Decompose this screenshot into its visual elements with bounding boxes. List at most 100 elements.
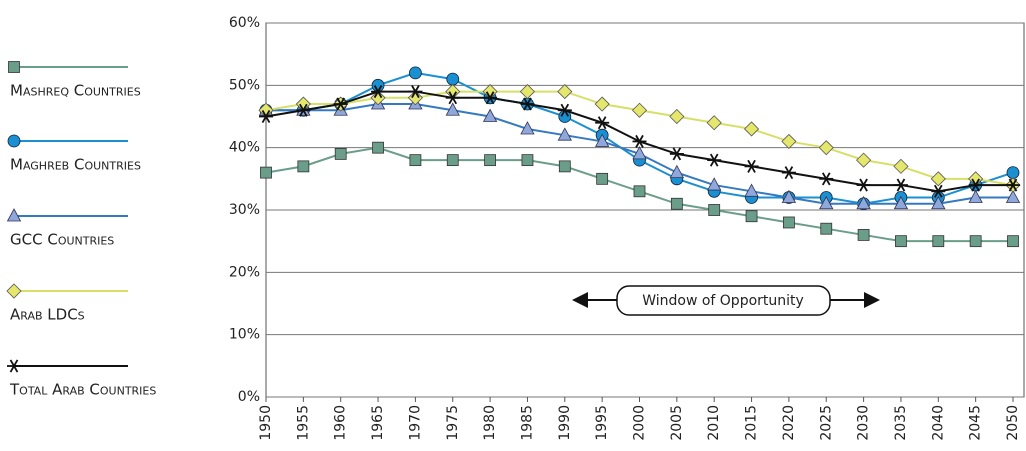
data-point: [333, 97, 348, 111]
x-tick-label: 2030: [856, 405, 872, 441]
asterisk-stroke: [971, 178, 980, 192]
data-point: [781, 133, 797, 149]
data-point: [445, 91, 460, 105]
data-point: [893, 158, 909, 174]
legend-marker: [8, 61, 20, 73]
data-point: [557, 127, 572, 141]
x-tick-label: 1950: [258, 405, 274, 441]
data-point: [260, 166, 272, 179]
arrow-head: [572, 292, 588, 308]
asterisk-stroke: [597, 116, 607, 130]
data-point: [895, 235, 907, 248]
x-tick-label: 1995: [594, 405, 610, 441]
asterisk-stroke: [896, 178, 906, 192]
data-point: [594, 133, 610, 147]
asterisk-stroke: [560, 103, 570, 117]
data-point: [969, 235, 982, 248]
asterisk-stroke: [635, 134, 644, 148]
annotation: Window of Opportunity: [572, 285, 880, 316]
asterisk-stroke: [485, 91, 495, 105]
data-point: [893, 195, 909, 210]
data-point: [594, 96, 610, 112]
asterisk-stroke: [934, 184, 943, 198]
legend-label: GCC Countries: [10, 231, 114, 249]
data-point: [408, 66, 422, 80]
x-tick-label: 2040: [930, 405, 946, 441]
data-point: [446, 72, 460, 86]
x-tick-label: 2020: [781, 405, 797, 441]
data-point: [783, 216, 795, 229]
data-point: [893, 178, 908, 192]
legend-label: Arab LDCs: [10, 306, 85, 324]
data-point: [632, 134, 647, 148]
data-point: [670, 197, 683, 210]
data-point: [407, 90, 423, 106]
data-point: [446, 154, 459, 167]
asterisk-stroke: [784, 166, 794, 180]
data-point: [631, 102, 648, 118]
data-point: [856, 178, 871, 192]
data-point: [371, 85, 386, 99]
annotation-text: Window of Opportunity: [642, 293, 804, 309]
asterisk-stroke: [373, 85, 383, 99]
legend-item: Mashreq Countries: [8, 61, 141, 100]
data-point: [968, 189, 983, 203]
series: [259, 85, 1020, 198]
data-point: [633, 185, 646, 198]
x-tick-label: 1990: [557, 405, 573, 441]
data-point: [707, 177, 722, 191]
data-point: [334, 147, 347, 160]
data-point: [482, 108, 498, 122]
data-point: [669, 147, 684, 161]
x-tick-label: 2035: [893, 405, 909, 441]
asterisk-stroke: [747, 159, 756, 173]
data-point: [856, 195, 871, 210]
data-point: [483, 91, 498, 105]
data-point: [297, 160, 310, 173]
data-point: [596, 172, 609, 185]
data-point: [632, 146, 647, 160]
annotation-box: [616, 285, 831, 316]
data-point: [484, 154, 497, 167]
data-point: [520, 121, 535, 135]
data-point: [932, 235, 945, 248]
data-point: [744, 183, 759, 197]
data-point: [968, 178, 983, 192]
data-point: [372, 141, 384, 154]
data-point: [818, 140, 834, 156]
data-point: [296, 103, 311, 117]
legend-item: GCC Countries: [6, 208, 128, 249]
asterisk-stroke: [411, 85, 420, 99]
y-tick-label: 10%: [229, 327, 260, 343]
legend-item: Total Arab Countries: [7, 359, 156, 399]
data-point: [931, 195, 946, 210]
y-tick-label: 60%: [229, 15, 260, 31]
data-point: [1006, 178, 1020, 192]
x-tick-label: 1955: [295, 405, 311, 441]
x-tick-label: 2005: [669, 405, 685, 441]
data-point: [857, 229, 870, 241]
asterisk-stroke: [261, 109, 271, 124]
data-point: [743, 121, 760, 137]
asterisk-stroke: [1008, 178, 1018, 192]
y-tick-label: 30%: [229, 202, 260, 218]
data-point: [520, 97, 535, 111]
data-point: [781, 166, 796, 180]
data-point: [781, 189, 797, 203]
data-point: [669, 164, 685, 179]
data-point: [521, 154, 534, 167]
data-point: [819, 172, 834, 186]
x-tick-label: 2050: [1005, 405, 1021, 441]
legend-item: Maghreb Countries: [7, 134, 141, 174]
legend-marker: [6, 283, 22, 299]
asterisk-stroke: [523, 97, 532, 111]
data-point: [371, 78, 385, 92]
data-point: [445, 102, 460, 116]
data-point: [930, 171, 946, 187]
asterisk-stroke: [859, 178, 868, 192]
legend-item: Arab LDCs: [6, 283, 128, 324]
data-point: [706, 115, 722, 131]
y-tick-label: 40%: [229, 140, 260, 156]
series: [258, 84, 1021, 193]
data-point: [558, 160, 571, 173]
